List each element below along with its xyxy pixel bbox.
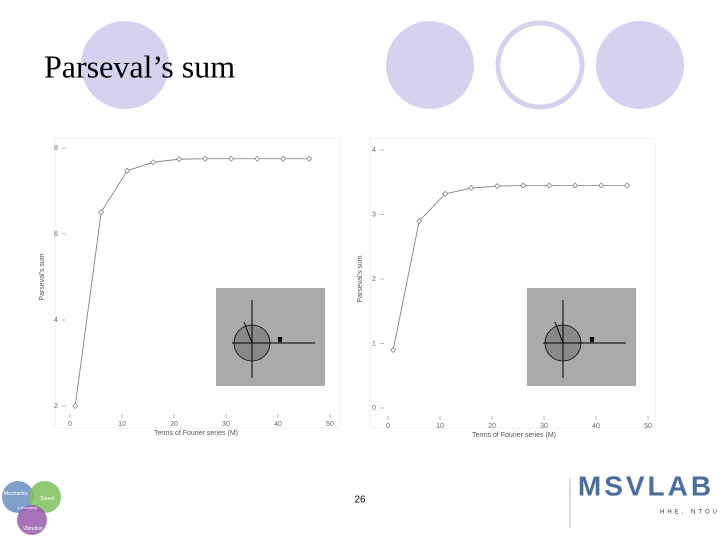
- x-tick-label: 30: [222, 421, 230, 428]
- y-tick-label: 3: [372, 211, 376, 218]
- point: [624, 182, 631, 189]
- point: [416, 217, 423, 224]
- y-tick-label: 4: [372, 147, 376, 154]
- inset-diagram: [216, 288, 636, 386]
- chart: 2 4 6 8 0 10 20 30 40 50 Terms of Fourier series (…: [39, 145, 334, 437]
- x-tick-label: 10: [436, 423, 444, 430]
- x-tick-label: 40: [274, 421, 282, 428]
- y-tick-label: 2: [54, 403, 58, 410]
- decor-circles: [81, 20, 684, 110]
- x-tick-label: 10: [118, 421, 126, 428]
- y-tick-label: 2: [372, 276, 376, 283]
- y-axis-label: Parseval's sum: [39, 253, 46, 300]
- x-tick-label: 30: [540, 423, 548, 430]
- point: [254, 155, 261, 162]
- x-axis-label: Terms of Fourier series (M): [154, 430, 238, 437]
- x-tick-label: 0: [68, 421, 72, 428]
- point: [280, 155, 287, 162]
- point: [442, 190, 449, 197]
- y-tick-label: 6: [54, 231, 58, 238]
- point: [202, 155, 209, 162]
- logo-word: Vibration: [23, 526, 43, 532]
- point: [72, 403, 79, 409]
- x-axis-label: Terms of Fourier series (M): [472, 432, 556, 439]
- x-tick-label: 20: [170, 421, 178, 428]
- lab-logo: Mechanics Sound Laboratory Vibration MSV…: [2, 470, 720, 535]
- point: [228, 155, 235, 162]
- logo-word: Sound: [40, 496, 55, 502]
- page-number: 26: [354, 495, 366, 506]
- series-line: [74, 158, 310, 407]
- y-tick-label: 4: [54, 317, 58, 324]
- point: [572, 182, 579, 189]
- logo-word: Laboratory: [18, 505, 37, 510]
- point: [390, 346, 397, 353]
- logo-name: MSVLAB: [578, 470, 714, 501]
- point: [150, 159, 157, 166]
- y-tick-label: 1: [372, 340, 376, 347]
- y-tick-label: 0: [372, 405, 376, 412]
- point: [598, 182, 605, 189]
- point: [494, 183, 501, 190]
- point: [520, 182, 527, 189]
- y-tick-label: 8: [54, 145, 58, 152]
- logo-subtitle: HHE, NTOU: [660, 510, 720, 516]
- point: [306, 155, 313, 162]
- point: [468, 185, 475, 192]
- point: [546, 182, 553, 189]
- logo-word: Mechanics: [4, 491, 28, 497]
- x-tick-label: 0: [386, 423, 390, 430]
- x-tick-label: 50: [326, 421, 334, 428]
- point: [98, 209, 105, 216]
- series-line: [392, 185, 628, 351]
- point: [124, 167, 131, 174]
- point: [176, 156, 183, 163]
- x-tick-label: 20: [488, 423, 496, 430]
- x-tick-label: 50: [644, 423, 652, 430]
- x-tick-label: 40: [592, 423, 600, 430]
- y-axis-label: Parseval's sum: [357, 255, 364, 302]
- slide-title: Parseval’s sum: [44, 48, 235, 84]
